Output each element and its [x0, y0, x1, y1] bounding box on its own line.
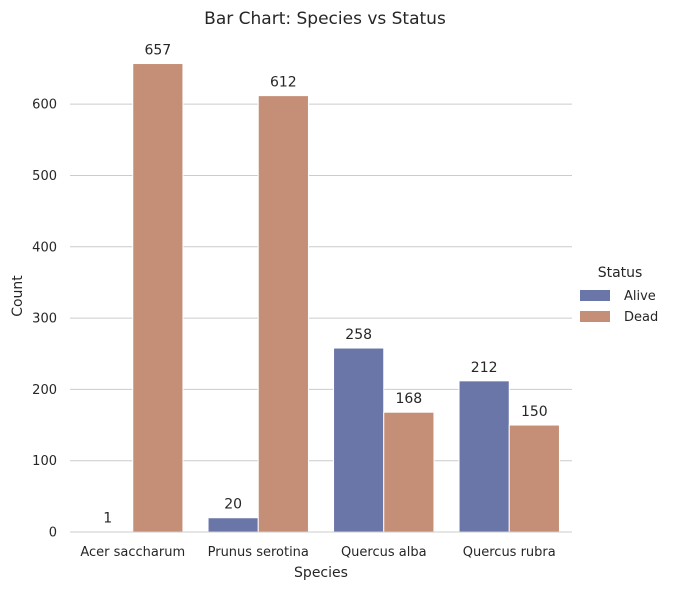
bar — [458, 380, 510, 533]
chart-title: Bar Chart: Species vs Status — [204, 9, 446, 29]
x-tick-label: Prunus serotina — [208, 545, 309, 560]
y-tick-label: 0 — [49, 526, 57, 541]
data-label: 612 — [270, 75, 297, 91]
y-axis-label: Count — [10, 275, 26, 317]
x-axis-ticks: Acer saccharum Prunus serotina Quercus alb… — [80, 545, 555, 560]
bars — [82, 63, 560, 533]
legend-label: Dead — [624, 310, 658, 325]
data-label: 212 — [471, 360, 498, 376]
bar — [333, 347, 385, 533]
legend: Status Alive Dead — [580, 265, 658, 325]
data-label: 150 — [521, 404, 548, 420]
legend-label: Alive — [624, 289, 656, 304]
y-axis-ticks: 0 100 200 300 400 500 600 — [32, 98, 57, 541]
legend-title: Status — [598, 265, 643, 281]
data-label: 657 — [144, 43, 171, 59]
x-tick-label: Quercus rubra — [463, 545, 556, 560]
y-tick-label: 100 — [32, 454, 57, 469]
bar — [383, 411, 435, 533]
bar — [207, 517, 259, 533]
y-tick-label: 300 — [32, 312, 57, 327]
data-label: 20 — [224, 497, 242, 513]
y-tick-label: 200 — [32, 383, 57, 398]
y-tick-label: 500 — [32, 169, 57, 184]
legend-swatch — [580, 290, 610, 301]
x-tick-label: Acer saccharum — [80, 545, 185, 560]
bar — [508, 424, 560, 533]
data-label: 258 — [345, 327, 372, 343]
y-tick-label: 400 — [32, 240, 57, 255]
bar — [132, 63, 184, 533]
value-labels: 1 657 20 612 258 168 212 150 — [103, 43, 548, 527]
legend-swatch — [580, 311, 610, 322]
x-axis-label: Species — [294, 565, 348, 581]
bar — [257, 95, 309, 533]
y-tick-label: 600 — [32, 98, 57, 113]
x-tick-label: Quercus alba — [341, 545, 427, 560]
data-label: 168 — [395, 391, 422, 407]
data-label: 1 — [103, 510, 112, 526]
